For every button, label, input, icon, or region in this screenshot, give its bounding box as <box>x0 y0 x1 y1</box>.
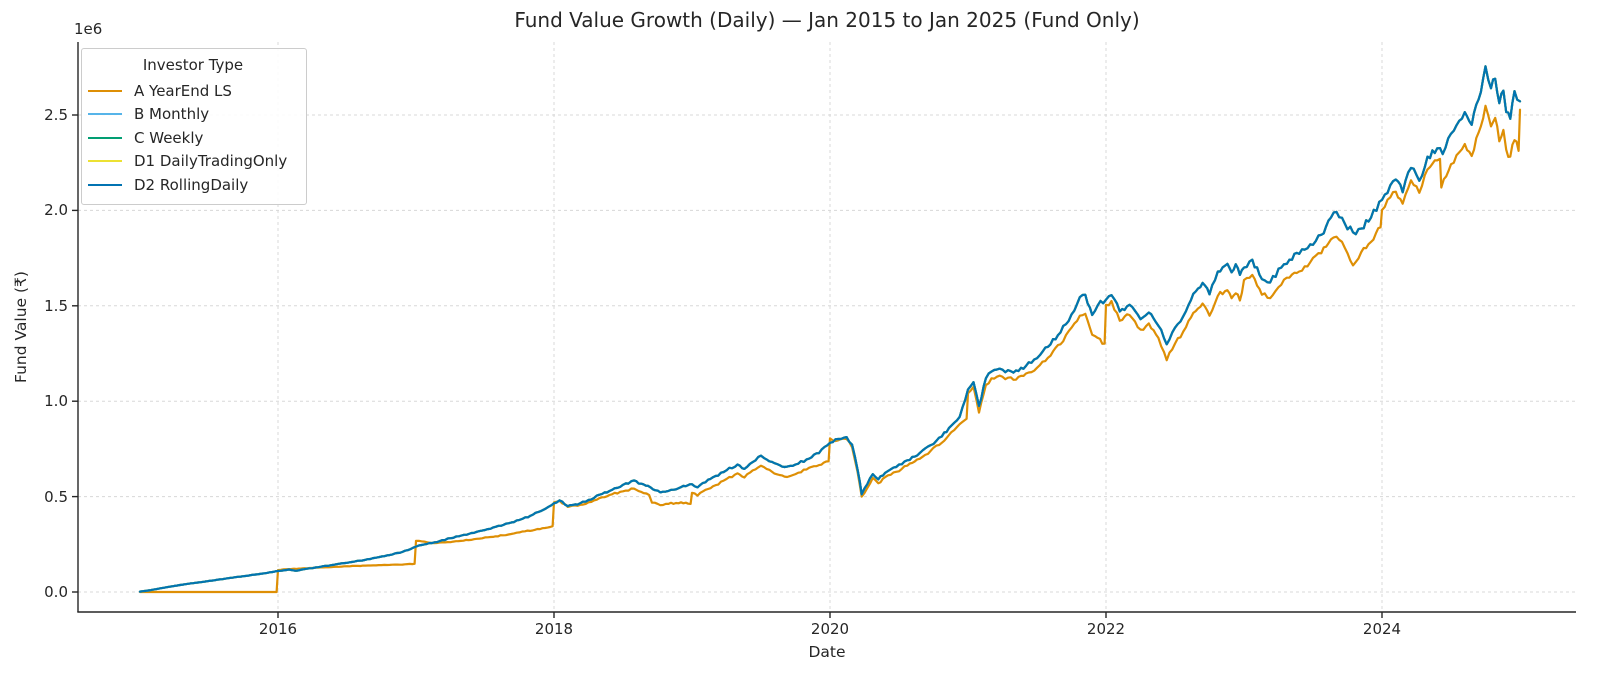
x-tick-label: 2022 <box>1086 620 1126 638</box>
y-tick-label: 2.5 <box>44 106 68 124</box>
legend-item: B Monthly <box>88 103 298 127</box>
y-tick-label: 1.5 <box>44 296 68 315</box>
legend-item-label: C Weekly <box>134 128 204 147</box>
legend-line-swatch <box>88 183 122 186</box>
y-axis-label: Fund Value (₹) <box>12 271 30 383</box>
y-tick-label: 2.0 <box>44 201 68 220</box>
y-tick-label: 0.5 <box>44 487 68 506</box>
legend-item-label: B Monthly <box>134 105 210 124</box>
x-axis-label: Date <box>808 643 846 661</box>
legend-line-swatch <box>88 113 122 116</box>
x-tick-label: 2020 <box>810 620 850 638</box>
legend-line-swatch <box>88 89 122 92</box>
y-tick-label: 0.0 <box>44 583 68 601</box>
chart-title: Fund Value Growth (Daily) — Jan 2015 to … <box>514 8 1140 32</box>
legend-item-label: D1 DailyTradingOnly <box>134 152 288 171</box>
x-tick-label: 2024 <box>1362 620 1402 638</box>
legend-item: D1 DailyTradingOnly <box>88 150 298 174</box>
legend-box: Investor Type A YearEnd LS B Monthly C W… <box>81 48 307 205</box>
legend-item-label: A YearEnd LS <box>134 81 232 100</box>
legend-line-swatch <box>88 136 122 139</box>
axes-spines <box>72 42 1576 618</box>
x-tick-label: 2018 <box>534 620 574 638</box>
legend-title: Investor Type <box>142 56 244 74</box>
x-tick-label: 2016 <box>258 620 298 638</box>
legend-item: C Weekly <box>88 126 298 150</box>
y-tick-label: 1.0 <box>44 392 68 411</box>
legend-item: D2 RollingDaily <box>88 173 298 197</box>
series-line-d2-rollingdaily <box>138 65 1522 593</box>
legend-item-label: D2 RollingDaily <box>134 175 249 194</box>
y-axis-offset-text: 1e6 <box>74 20 103 38</box>
legend-line-swatch <box>88 160 122 163</box>
legend-item: A YearEnd LS <box>88 79 298 103</box>
